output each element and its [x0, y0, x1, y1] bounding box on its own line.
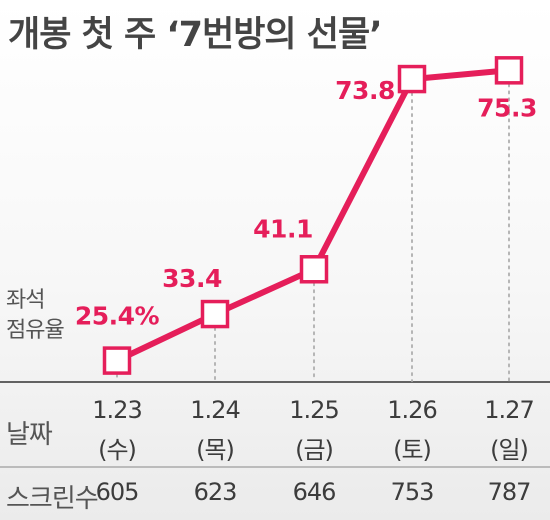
- date-cell: 1.23: [92, 396, 142, 424]
- screens-row-label: 스크린수: [6, 484, 99, 514]
- date-cell: 1.24: [190, 396, 240, 424]
- y-axis-label-line-2: 점유율: [6, 318, 65, 343]
- chart-title: 개봉 첫 주 ‘7번방의 선물’: [8, 15, 382, 55]
- screens-cell: 787: [487, 478, 532, 506]
- date-row-label: 날짜: [6, 420, 53, 450]
- date-cell: 1.25: [289, 396, 339, 424]
- data-label: 25.4%: [75, 302, 160, 331]
- y-axis-label-line-1: 좌석: [6, 288, 45, 313]
- weekday-cell: (금): [295, 436, 334, 464]
- data-point-marker: [494, 56, 524, 85]
- data-point-marker: [397, 64, 427, 94]
- weekday-cell: (수): [98, 436, 137, 464]
- data-label: 75.3: [477, 93, 537, 122]
- date-cell: 1.27: [484, 396, 534, 424]
- data-point-marker: [299, 255, 329, 284]
- data-label: 41.1: [253, 214, 313, 243]
- date-cell: 1.26: [387, 396, 437, 424]
- data-point-marker: [102, 346, 132, 375]
- weekday-cell: (토): [393, 436, 432, 464]
- screens-cell: 605: [95, 478, 140, 506]
- y-axis-label: 좌석 점유율: [6, 286, 76, 346]
- weekday-cell: (목): [196, 436, 235, 464]
- data-label: 73.8: [335, 76, 395, 105]
- screens-cell: 646: [292, 478, 337, 506]
- data-point-marker: [200, 299, 230, 329]
- screens-cell: 753: [390, 478, 435, 506]
- data-label: 33.4: [162, 264, 222, 293]
- series-line: [114, 67, 512, 364]
- weekday-cell: (일): [490, 436, 529, 464]
- screens-cell: 623: [193, 478, 238, 506]
